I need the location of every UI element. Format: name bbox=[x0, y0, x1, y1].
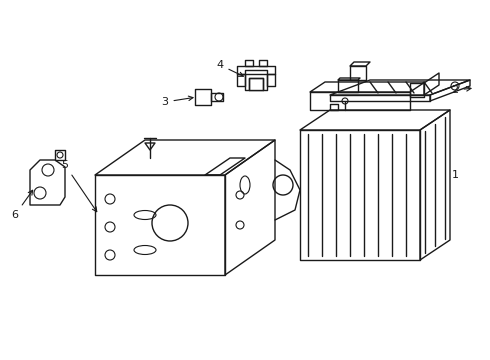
Text: 2: 2 bbox=[451, 85, 471, 95]
Text: 3: 3 bbox=[162, 96, 193, 107]
Polygon shape bbox=[249, 78, 263, 90]
Text: 6: 6 bbox=[11, 190, 33, 220]
Text: 1: 1 bbox=[451, 170, 459, 180]
Text: 4: 4 bbox=[217, 60, 244, 76]
Text: 5: 5 bbox=[62, 160, 97, 212]
